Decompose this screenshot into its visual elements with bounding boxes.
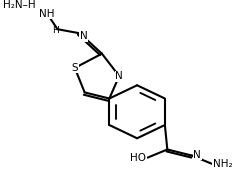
Text: H₂N–H: H₂N–H: [3, 0, 36, 10]
Text: HO: HO: [130, 153, 146, 163]
Text: S: S: [72, 63, 78, 73]
Text: NH: NH: [39, 9, 54, 19]
Text: NH₂: NH₂: [213, 159, 233, 169]
Text: N: N: [193, 150, 201, 160]
Text: H: H: [52, 26, 59, 35]
Text: N: N: [115, 71, 123, 81]
Text: N: N: [80, 31, 87, 41]
